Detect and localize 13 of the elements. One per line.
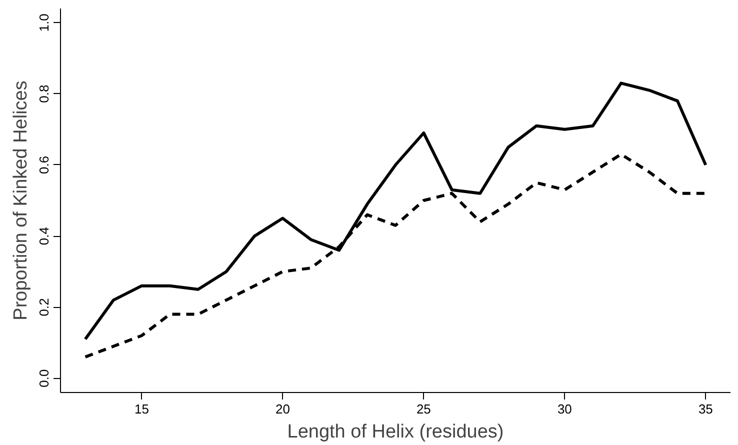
x-tick-label: 15: [134, 402, 149, 416]
y-axis-title: Proportion of Kinked Helices: [10, 80, 32, 320]
y-tick-label: 0.4: [36, 227, 52, 246]
y-tick-label: 0.6: [36, 156, 52, 174]
y-tick-label: 0.8: [36, 84, 52, 103]
x-tick-label: 35: [698, 402, 713, 416]
x-tick-label: 25: [416, 402, 431, 416]
y-tick-label: 0.2: [36, 298, 52, 316]
x-tick-label: 30: [557, 402, 572, 416]
y-tick-label: 0.0: [36, 369, 52, 388]
y-tick-label: 1.0: [36, 14, 52, 32]
x-tick-label: 20: [275, 402, 290, 416]
x-axis-title: Length of Helix (residues): [287, 422, 504, 442]
